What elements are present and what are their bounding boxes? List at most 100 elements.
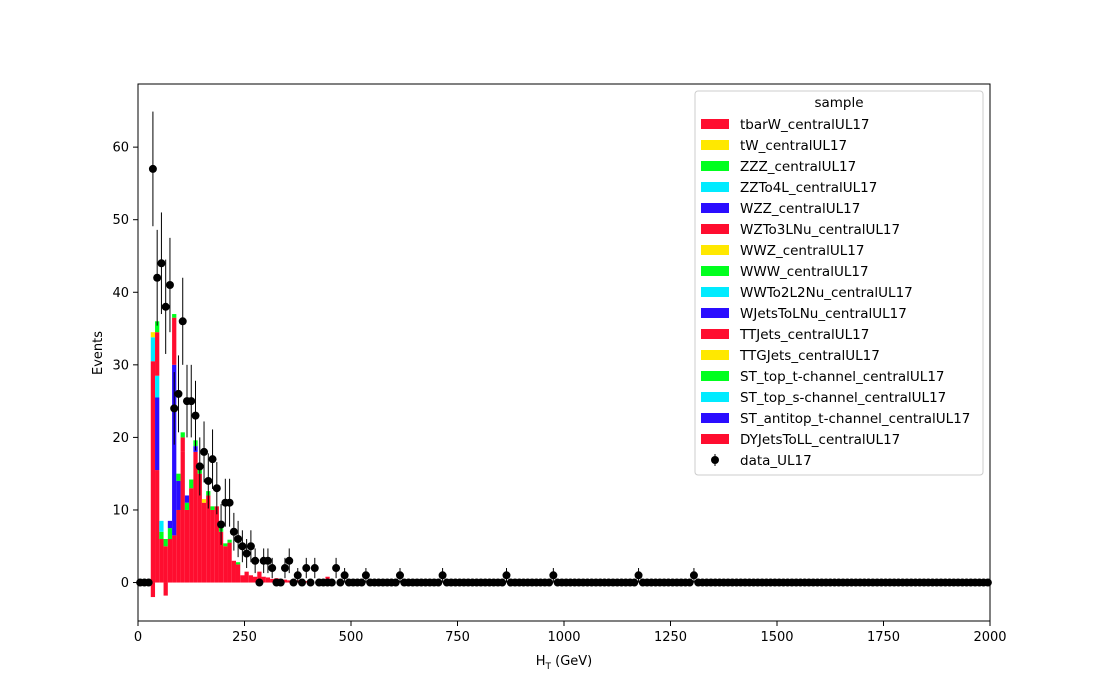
mc-bar-segment-11-1 (189, 479, 194, 489)
mc-bar-segment-14-0 (201, 502, 207, 583)
mc-bar-segment-29-0 (265, 577, 271, 583)
mc-bar-segment-3-1 (159, 531, 164, 539)
y-tick-label: 30 (112, 358, 129, 373)
x-axis-label: HT (GeV) (536, 654, 593, 672)
legend-label: ST_top_s-channel_centralUL17 (740, 390, 946, 406)
mc-bar-segment-20-0 (227, 542, 232, 583)
x-tick-label: 2000 (973, 630, 1006, 645)
mc-bar-segment-1-0 (150, 361, 156, 583)
data-point (630, 578, 639, 587)
data-point (357, 578, 366, 587)
legend-label: tW_centralUL17 (740, 138, 847, 154)
legend-label: WJetsToLNu_centralUL17 (740, 306, 907, 322)
mc-bar-segment-10-2 (184, 495, 190, 503)
mc-bar-segment-19-1 (223, 543, 228, 547)
legend-swatch (701, 245, 729, 255)
data-point (191, 411, 200, 420)
mc-bar-segment-2-0 (155, 470, 160, 583)
mc-bar-segment-16-0 (210, 509, 215, 583)
legend-swatch (701, 203, 729, 213)
legend-label: TTJets_centralUL17 (739, 327, 869, 343)
data-point (234, 534, 243, 543)
mc-bar-segment-15-0 (206, 495, 211, 583)
data-point (302, 564, 311, 573)
legend-label: WWTo2L2Nu_centralUL17 (740, 285, 913, 301)
legend-label: ZZTo4L_centralUL17 (740, 180, 877, 196)
mc-bar-segment-17-0 (214, 506, 219, 583)
legend-label: ST_antitop_t-channel_centralUL17 (740, 411, 970, 427)
data-point (238, 542, 247, 551)
legend-label: WWW_centralUL17 (740, 264, 869, 280)
y-tick-label: 50 (112, 213, 129, 228)
x-tick-label: 500 (339, 630, 364, 645)
mc-bar-segment-2-4 (155, 321, 160, 333)
legend-swatch (701, 140, 729, 150)
legend-swatch (701, 413, 729, 423)
data-points (136, 111, 992, 587)
mc-bar-segment-2-2 (155, 375, 160, 398)
mc-bar-segment-9-2 (180, 432, 185, 438)
data-point (217, 520, 226, 529)
data-point (208, 455, 217, 464)
x-tick-label: 1750 (867, 630, 900, 645)
x-tick-label: 1000 (547, 630, 580, 645)
data-point (246, 542, 255, 551)
data-point (306, 578, 315, 587)
legend-swatch (701, 329, 729, 339)
legend-label: WWZ_centralUL17 (740, 243, 864, 259)
mc-bar-segment-24-0 (244, 571, 249, 583)
mc-bar-segment-1-1 (150, 337, 156, 362)
mc-bar-segment-7-3 (172, 314, 177, 318)
mc-bar-segment-20-1 (227, 539, 232, 543)
data-point (242, 549, 251, 558)
y-tick-label: 60 (112, 141, 129, 156)
mc-bar-segment-11-0 (189, 488, 194, 583)
mc-bar-segment-6-2 (167, 520, 173, 529)
mc-bar-segment-12-0 (193, 451, 198, 583)
legend-swatch (701, 392, 729, 402)
legend-swatch (701, 371, 729, 381)
y-tick-label: 0 (121, 576, 129, 591)
mc-bar-segment-7-0 (172, 535, 177, 583)
mc-bar-segment-7-2 (172, 317, 177, 365)
data-point (255, 578, 264, 587)
data-point (689, 571, 698, 580)
mc-bar-segment-10-0 (184, 509, 190, 583)
data-point (685, 578, 694, 587)
mc-bar-segment-6-0 (167, 538, 173, 583)
data-point (361, 571, 370, 580)
legend-label: WZZ_centralUL17 (740, 201, 860, 217)
mc-bar-segment-6-1 (167, 528, 173, 539)
mc-bar-segment-23-0 (240, 575, 245, 583)
mc-stack-bars (150, 314, 330, 598)
data-point (263, 556, 272, 565)
data-point (229, 527, 238, 536)
data-point (502, 571, 511, 580)
legend-label: data_UL17 (740, 453, 812, 469)
legend-swatch (701, 119, 729, 129)
data-point (212, 484, 221, 493)
data-point (161, 302, 170, 311)
mc-bar-segment-5-0 (163, 546, 168, 583)
data-point (983, 578, 992, 587)
x-tick-label: 750 (445, 630, 470, 645)
y-tick-label: 40 (112, 286, 129, 301)
legend-swatch-marker (711, 456, 719, 464)
mc-bar-segment-8-0 (176, 509, 181, 583)
x-tick-label: 250 (232, 630, 257, 645)
y-axis-ticks: 0 10 20 30 40 50 60 (112, 141, 138, 591)
data-point (204, 476, 213, 485)
legend-entries: tbarW_centralUL17 tW_centralUL17 ZZZ_centr… (701, 117, 970, 469)
y-axis-label: Events (91, 331, 106, 375)
legend-label: DYJetsToLL_centralUL17 (740, 432, 900, 448)
mc-bar-segment-8-1 (176, 480, 181, 510)
y-tick-label: 20 (112, 431, 129, 446)
mc-bar-segment-3-0 (159, 538, 164, 583)
legend-swatch (701, 350, 729, 360)
mc-bar-segment-14-1 (201, 499, 207, 503)
data-point (268, 564, 277, 573)
data-point (148, 164, 157, 173)
mc-bar-segment-10-1 (184, 502, 190, 510)
mc-bar-segment-5-1 (163, 538, 168, 547)
